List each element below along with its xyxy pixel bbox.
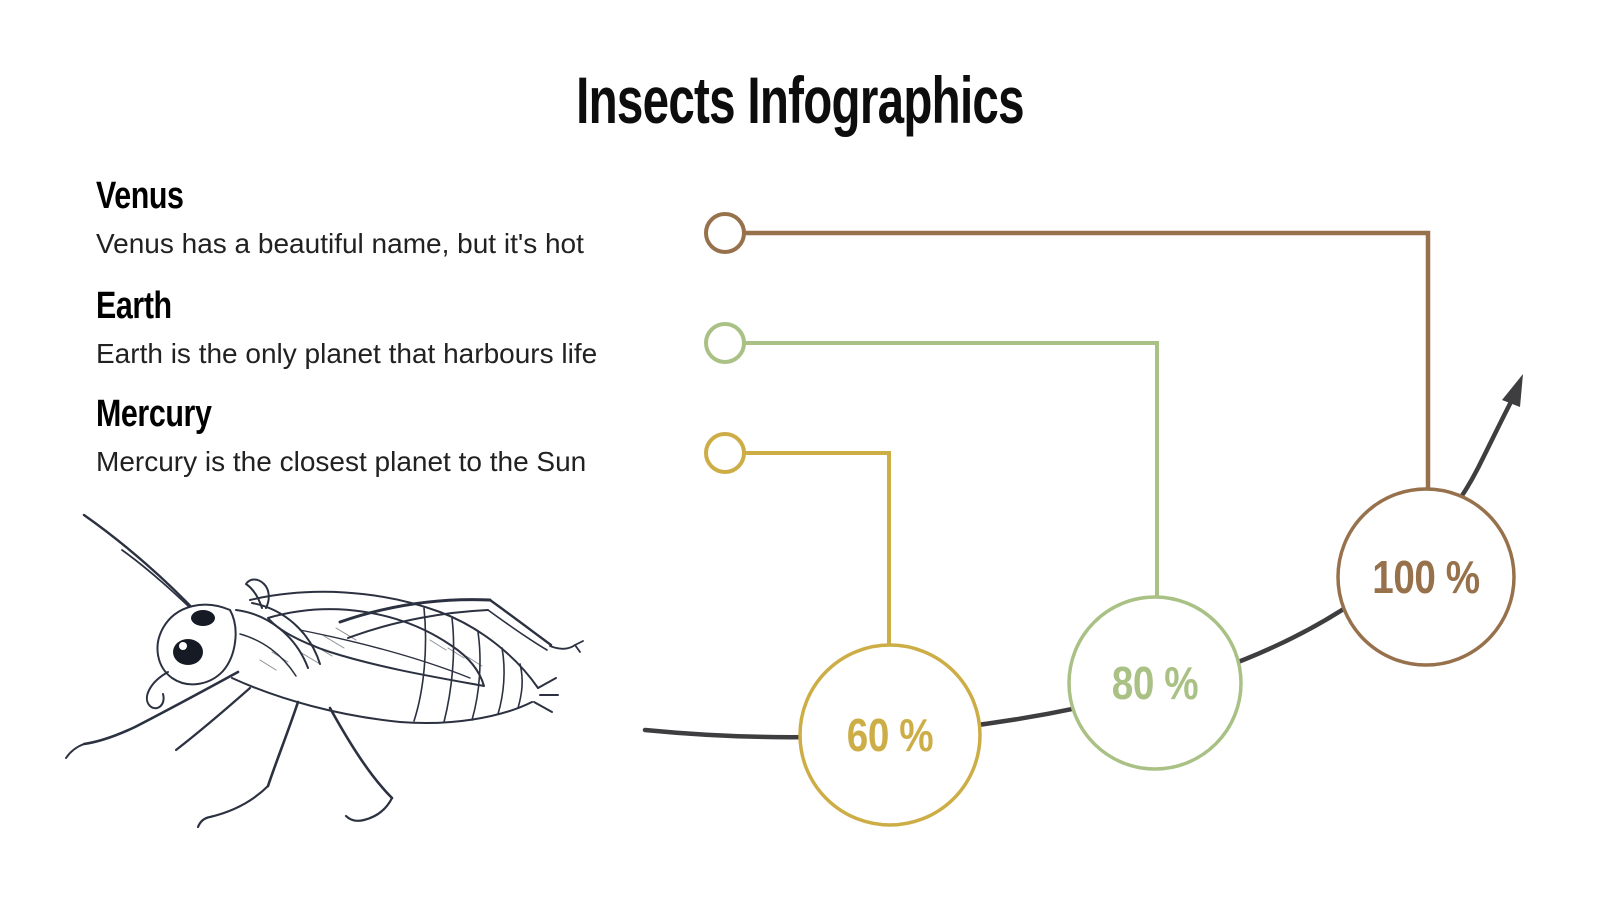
connector-line-earth <box>745 341 1159 598</box>
grasshopper-illustration <box>65 513 584 829</box>
grasshopper-rearleg <box>328 706 394 800</box>
connector-line-mercury <box>745 451 891 646</box>
grasshopper-body-top <box>249 590 539 689</box>
grasshopper-hindleg-tibia <box>487 609 548 651</box>
connector-line-venus <box>745 230 1431 490</box>
trend-arrowhead-icon <box>1502 374 1523 407</box>
grasshopper-eye-highlight <box>179 642 187 650</box>
connector-node-earth <box>704 322 746 364</box>
grasshopper-segment <box>413 607 427 722</box>
grasshopper-frontleg <box>82 670 240 746</box>
grasshopper-frontleg-foot <box>65 743 85 759</box>
grasshopper-palp <box>145 671 169 710</box>
grasshopper-pronotum <box>251 602 321 665</box>
grasshopper-segment <box>517 663 523 709</box>
grasshopper-hindleg-tibia <box>488 598 553 647</box>
grasshopper-tail-fork <box>533 677 559 713</box>
percent-label-venus: 100 % <box>1372 551 1480 603</box>
grasshopper-segment <box>497 647 505 715</box>
grasshopper-head-patch <box>191 610 215 626</box>
legend-item-mercury-name: Mercury <box>96 393 212 435</box>
connector-node-mercury <box>704 432 746 474</box>
grasshopper-hindleg-femur <box>338 598 492 624</box>
legend-item-earth: Earth Earth is the only planet that harb… <box>96 284 597 371</box>
grasshopper-antenna <box>82 513 200 616</box>
grasshopper-segment <box>443 617 455 723</box>
legend-item-venus-description: Venus has a beautiful name, but it's hot <box>96 228 584 259</box>
grasshopper-eye <box>173 639 203 665</box>
grasshopper-segment <box>471 631 481 721</box>
legend-item-venus-name: Venus <box>96 175 184 217</box>
percent-label-earth: 80 % <box>1111 657 1199 709</box>
grasshopper-rearleg-foot <box>344 796 394 822</box>
grasshopper-rearleg-foot <box>196 784 270 829</box>
grasshopper-wing-vein <box>299 629 471 679</box>
grasshopper-pronotum-band <box>239 633 297 677</box>
page-title: Insects Infographics <box>576 63 1024 137</box>
legend-item-earth-description: Earth is the only planet that harbours l… <box>96 338 598 369</box>
legend-item-mercury: Mercury Mercury is the closest planet to… <box>96 392 586 479</box>
grasshopper-hindleg-foot <box>549 640 584 653</box>
grasshopper-hindleg-femur <box>347 609 489 639</box>
legend-item-earth-name: Earth <box>96 285 172 327</box>
legend-item-mercury-description: Mercury is the closest planet to the Sun <box>96 446 587 477</box>
legend-item-venus: Venus Venus has a beautiful name, but it… <box>96 174 584 261</box>
grasshopper-hatching <box>259 627 483 671</box>
connector-node-venus <box>704 212 746 254</box>
percent-label-mercury: 60 % <box>846 709 934 761</box>
grasshopper-midleg <box>174 686 252 752</box>
grasshopper-rearleg <box>266 700 300 788</box>
grasshopper-body-bottom <box>231 677 533 725</box>
